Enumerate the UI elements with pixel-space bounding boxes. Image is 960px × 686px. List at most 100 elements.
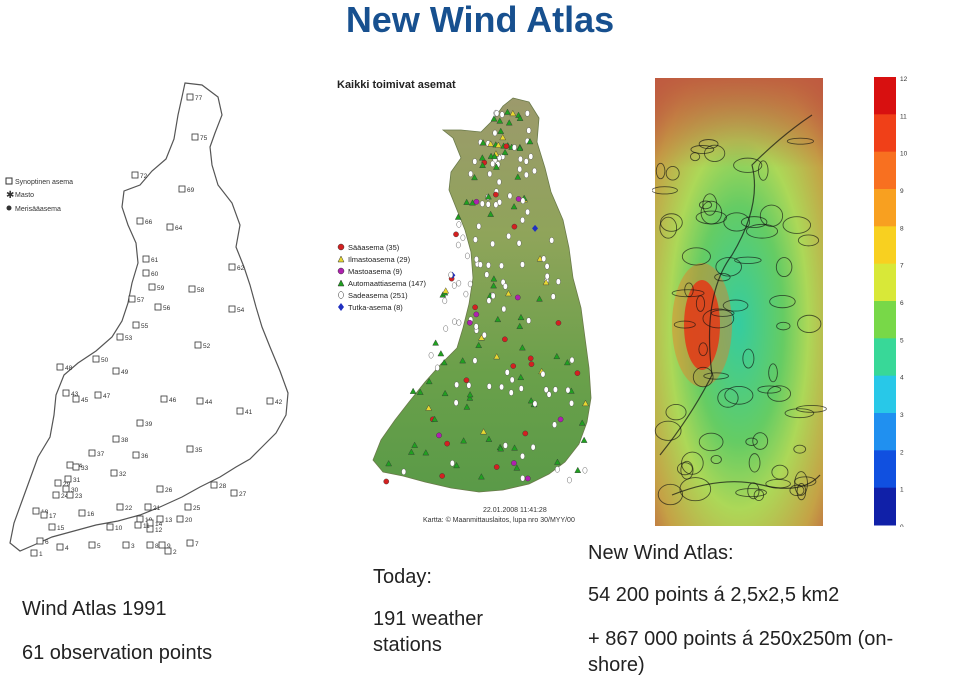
station-box-icon (136, 515, 144, 523)
station-number: 66 (145, 219, 153, 226)
legend-symbol-icon (338, 291, 344, 299)
station-marker: 31 (64, 475, 81, 484)
station-marker: 28 (210, 481, 227, 490)
station-symbol (553, 352, 561, 360)
contour-line (710, 454, 722, 465)
contour-line (659, 216, 678, 239)
contour-line (775, 257, 793, 278)
station-number: 11 (143, 523, 150, 530)
legend-entry: Automaattiasema (147) (337, 279, 426, 288)
station-marker: 16 (78, 509, 95, 518)
station-symbol (480, 428, 487, 435)
station-symbol (554, 458, 561, 465)
contour-line (740, 216, 768, 229)
station-number: 54 (237, 307, 245, 314)
station-number: 24 (61, 493, 69, 500)
station-symbol (456, 319, 462, 326)
colorbar: 1211109876543210 (874, 76, 908, 531)
station-box-icon (52, 491, 60, 499)
station-box-icon (266, 397, 274, 405)
mast-icon: ✱ (6, 190, 14, 201)
station-marker: 48 (56, 363, 73, 372)
station-symbol (492, 129, 498, 137)
legend-label: Mastoasema (9) (348, 267, 403, 276)
station-box-icon (72, 395, 80, 403)
station-number: 31 (73, 477, 81, 484)
station-marker: 37 (88, 449, 105, 458)
station-symbol (487, 170, 493, 178)
station-number: 42 (275, 399, 283, 406)
station-symbol (476, 223, 482, 230)
station-symbol (479, 200, 485, 207)
station-number: 8 (155, 543, 159, 550)
contour-line (690, 152, 701, 162)
station-number: 37 (97, 451, 105, 458)
station-symbol (520, 452, 525, 460)
station-number: 45 (81, 397, 89, 404)
colorbar-band (874, 263, 896, 302)
colorbar-band (874, 338, 896, 377)
station-number: 57 (137, 297, 145, 304)
station-symbol (574, 466, 582, 473)
legend-entry: Sadeasema (251) (338, 291, 408, 300)
station-symbol (479, 154, 486, 161)
station-symbol (527, 397, 535, 404)
station-symbol (432, 339, 439, 346)
station-symbol (503, 442, 508, 449)
legend-entry: Mastoasema (9) (337, 267, 403, 276)
station-marker: 59 (148, 283, 165, 292)
station-symbol (409, 387, 417, 394)
station-box-icon (228, 305, 236, 313)
caption-detail: stations (373, 634, 442, 656)
contour-line (722, 299, 749, 312)
caption-detail: shore) (588, 654, 645, 676)
station-symbol (578, 419, 586, 426)
station-number: 3 (131, 543, 135, 550)
station-number: 25 (193, 505, 201, 512)
station-symbol (517, 165, 523, 173)
map-header: Kaikki toimivat asemat (337, 79, 456, 91)
contour-line (715, 257, 742, 277)
station-symbol (443, 325, 449, 332)
legend-entry: Ilmastoasema (29) (337, 255, 411, 264)
station-symbol (428, 352, 434, 359)
station-symbol (510, 363, 517, 369)
station-symbol (436, 432, 442, 439)
station-symbol (490, 282, 497, 289)
contour-line (776, 321, 791, 331)
station-box-icon (40, 511, 48, 519)
legend-entry: Tutka-asema (8) (338, 303, 403, 312)
station-marker: 27 (230, 489, 247, 498)
contour-line (782, 216, 812, 234)
contour-line (698, 432, 724, 452)
station-number: 26 (165, 487, 173, 494)
station-symbol (574, 370, 581, 376)
station-symbol (425, 377, 433, 385)
station-box-icon (188, 285, 196, 293)
colorbar-tick-label: 12 (900, 76, 908, 83)
contour-line (698, 139, 719, 150)
station-symbol (520, 475, 526, 482)
station-symbol (569, 356, 575, 364)
station-symbol (453, 231, 459, 238)
station-symbol (493, 353, 501, 360)
high-wind-halo (672, 263, 732, 387)
station-symbol (453, 461, 460, 469)
colorbar-tick-label: 3 (900, 412, 904, 419)
station-marker: 23 (66, 491, 83, 500)
station-symbol (449, 460, 455, 467)
station-box-icon (110, 469, 118, 477)
high-wind-zone (684, 280, 720, 370)
station-symbol (566, 476, 572, 484)
station-symbol (442, 297, 448, 305)
station-box-icon (88, 449, 96, 457)
station-number: 39 (145, 421, 153, 428)
station-box-icon (122, 541, 130, 549)
contour-line (723, 212, 751, 232)
contour-line (748, 453, 761, 473)
station-symbol (544, 273, 550, 280)
contour-line (797, 234, 820, 247)
station-box-icon (62, 485, 70, 493)
station-marker: 30 (62, 485, 79, 494)
station-number: 62 (237, 265, 245, 272)
